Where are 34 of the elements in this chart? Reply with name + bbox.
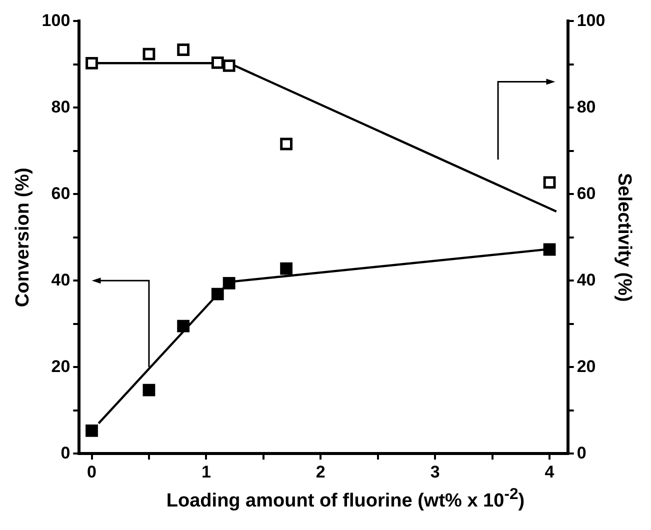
point — [177, 320, 190, 332]
point — [222, 277, 236, 290]
point — [543, 176, 556, 189]
x-tick-label: 4 — [544, 462, 555, 482]
point — [142, 48, 156, 60]
point — [211, 56, 224, 69]
y-tick-label: 100 — [42, 10, 70, 30]
y2-tick-label: 20 — [576, 356, 596, 376]
x-tick-label: 2 — [316, 462, 326, 482]
y2-axis-title: Selectivity (%) — [613, 172, 634, 302]
y-tick-label: 40 — [51, 270, 70, 290]
y-tick-label: 80 — [51, 97, 70, 116]
y-tick-label: 60 — [51, 184, 70, 203]
x-tick-label: 0 — [87, 462, 96, 482]
x-axis-title: Loading amount of fluorine (wt% x 10$^{-2}$) — [165, 486, 526, 512]
point — [86, 56, 98, 70]
point — [142, 384, 156, 396]
y2-tick-label: 40 — [576, 270, 596, 290]
point — [86, 424, 98, 437]
y2-tick-label: 80 — [576, 97, 596, 116]
point — [543, 243, 556, 256]
point — [211, 288, 224, 300]
y-axis-title: Conversion (%) — [12, 168, 34, 308]
y2-tick-label: 100 — [576, 10, 606, 30]
y2-tick-label: 60 — [576, 184, 596, 203]
point — [280, 262, 293, 275]
y2-tick-label: 0 — [576, 443, 586, 462]
y-tick-label: 0 — [60, 443, 70, 462]
x-tick-label: 1 — [201, 462, 211, 482]
x-tick-label: 3 — [430, 462, 440, 482]
point — [177, 44, 190, 56]
y-tick-label: 20 — [51, 356, 70, 376]
point — [222, 60, 236, 72]
point — [280, 138, 293, 150]
